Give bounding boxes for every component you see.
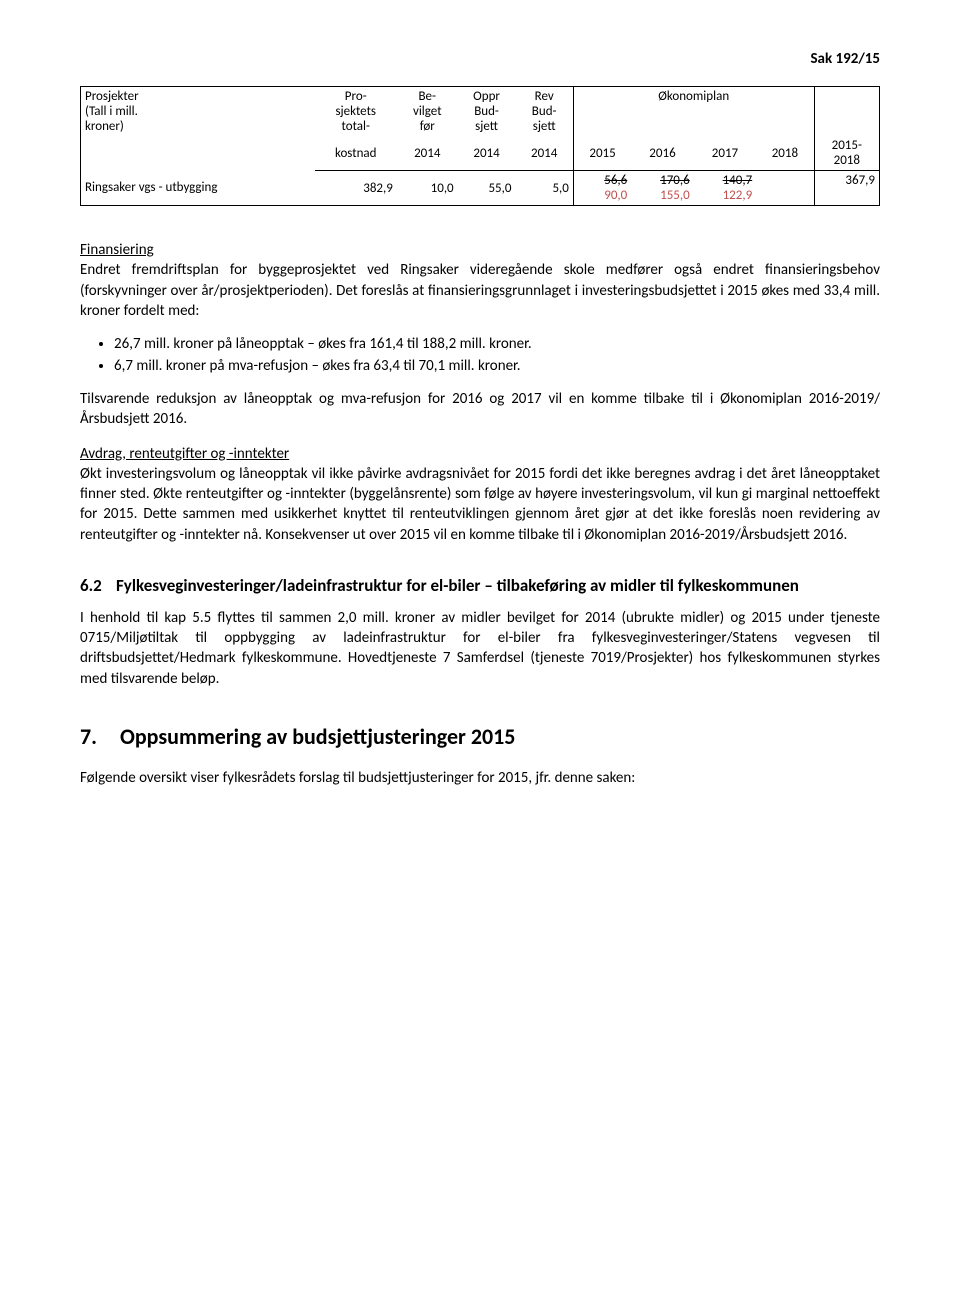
th-2014c: 2014	[515, 136, 573, 171]
financing-title: Finansiering	[80, 241, 154, 259]
th-2014b: 2014	[458, 136, 516, 171]
row-c6-new: 155,0	[660, 188, 690, 203]
row-c5-strike: 56,6	[604, 173, 627, 188]
projects-table: Prosjekter (Tall i mill. kroner) Pro- sj…	[80, 86, 880, 206]
page-header: Sak 192/15	[80, 50, 880, 68]
th-blank	[814, 87, 879, 137]
row-c2: 10,0	[397, 171, 458, 206]
th-2018: 2018	[756, 136, 814, 171]
th-total: Pro- sjektets total-	[315, 87, 397, 137]
section-6-2-num: 6.2	[80, 575, 116, 596]
row-c3: 55,0	[458, 171, 516, 206]
th-okonomiplan: Økonomiplan	[573, 87, 814, 137]
section-6-2-p: I henhold til kap 5.5 flyttes til sammen…	[80, 608, 880, 689]
row-c6-strike: 170,6	[660, 173, 690, 188]
row-c4: 5,0	[515, 171, 573, 206]
section-7-p: Følgende oversikt viser fylkesrådets for…	[80, 768, 880, 788]
row-c7: 140,7 122,9	[694, 171, 756, 206]
th-projects: Prosjekter (Tall i mill. kroner)	[81, 87, 315, 171]
bullet-1: 26,7 mill. kroner på låneopptak – økes f…	[114, 335, 880, 353]
row-c1: 382,9	[315, 171, 397, 206]
avdrag-p: Økt investeringsvolum og låneopptak vil …	[80, 465, 880, 544]
avdrag-title: Avdrag, renteutgifter og -inntekter	[80, 445, 289, 463]
th-kostnad: kostnad	[315, 136, 397, 171]
th-2016: 2016	[631, 136, 693, 171]
row-c7-new: 122,9	[723, 188, 753, 203]
row-c7-strike: 140,7	[723, 173, 753, 188]
row-c5-new: 90,0	[604, 188, 627, 203]
financing-bullets: 26,7 mill. kroner på låneopptak – økes f…	[80, 335, 880, 375]
table-bottom-border	[81, 206, 880, 207]
th-range: 2015- 2018	[814, 136, 879, 171]
th-oppr: Oppr Bud- sjett	[458, 87, 516, 137]
financing-p1: Endret fremdriftsplan for byggeprosjekte…	[80, 261, 880, 320]
row-c9: 367,9	[814, 171, 879, 206]
bullet-2: 6,7 mill. kroner på mva-refusjon – økes …	[114, 357, 880, 375]
row-c5: 56,6 90,0	[573, 171, 631, 206]
section-7-num: 7.	[80, 723, 120, 750]
section-6-2-heading: 6.2 Fylkesveginvesteringer/ladeinfrastru…	[80, 575, 880, 596]
section-7-title: Oppsummering av budsjettjusteringer 2015	[120, 723, 515, 750]
financing-p2: Tilsvarende reduksjon av låneopptak og m…	[80, 389, 880, 430]
th-2017: 2017	[694, 136, 756, 171]
row-name: Ringsaker vgs - utbygging	[81, 171, 315, 206]
th-2015: 2015	[573, 136, 631, 171]
th-2014a: 2014	[397, 136, 458, 171]
row-c6: 170,6 155,0	[631, 171, 693, 206]
section-7-heading: 7. Oppsummering av budsjettjusteringer 2…	[80, 723, 880, 750]
section-6-2-title: Fylkesveginvesteringer/ladeinfrastruktur…	[116, 575, 880, 596]
th-rev: Rev Bud- sjett	[515, 87, 573, 137]
row-c8	[756, 171, 814, 206]
th-bevilget: Be- vilget før	[397, 87, 458, 137]
